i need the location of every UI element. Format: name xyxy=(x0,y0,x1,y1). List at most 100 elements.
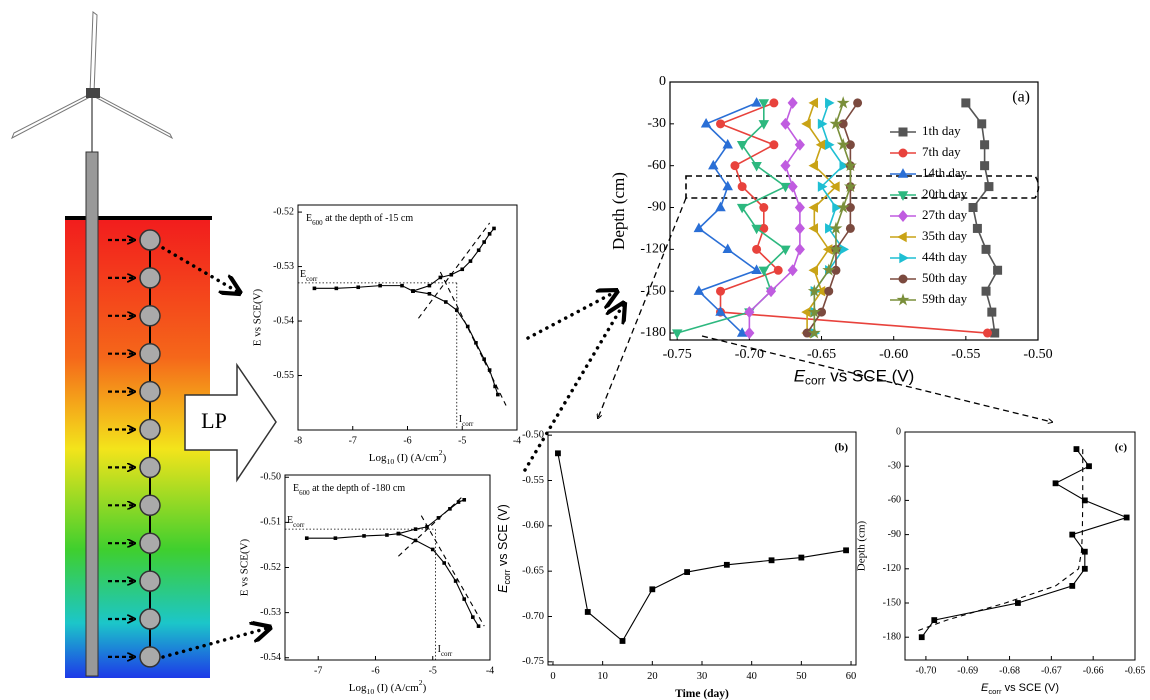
x-axis-label: Log10 (I) (A/cm2) xyxy=(349,678,427,696)
series-line xyxy=(306,533,399,539)
data-point xyxy=(845,223,855,233)
x-axis-label-part: ) xyxy=(443,452,447,464)
data-point xyxy=(801,306,811,318)
data-point xyxy=(825,223,835,234)
data-point xyxy=(413,538,418,543)
data-point xyxy=(765,285,777,298)
legend-label: 7th day xyxy=(922,144,961,159)
x-tick-label: -0.70 xyxy=(915,665,936,676)
ecorr-label-part: corr xyxy=(293,521,305,529)
x-tick-label: -5 xyxy=(429,665,437,676)
data-point xyxy=(462,498,467,502)
x-axis-label-part: 2 xyxy=(439,448,443,457)
y-tick-label: -0.55 xyxy=(522,475,544,486)
data-point xyxy=(780,117,791,130)
series-line xyxy=(806,102,838,334)
data-point xyxy=(413,527,418,531)
sensor xyxy=(139,532,161,554)
data-point xyxy=(853,98,863,108)
x-axis-label: Ecorr vs SCE (V) xyxy=(794,367,915,388)
data-point xyxy=(427,292,432,296)
data-point xyxy=(758,120,770,130)
panel-label: (c) xyxy=(1115,442,1128,454)
lp-label: LP xyxy=(201,408,227,433)
x-axis-label: Ecorr vs SCE (V) xyxy=(981,682,1059,696)
turbine-hub xyxy=(86,88,100,98)
data-point xyxy=(780,159,791,172)
data-point xyxy=(1086,463,1092,470)
y-tick-label: -150 xyxy=(640,283,666,298)
x-tick-label: -0.60 xyxy=(879,347,908,362)
data-point xyxy=(839,160,850,171)
series-line xyxy=(398,499,465,535)
ecorr-label: Ecorr xyxy=(300,269,318,282)
data-point xyxy=(356,285,361,290)
y-tick-label: -0.54 xyxy=(260,652,281,663)
x-axis-label-part: E xyxy=(794,367,806,386)
icorr-label-part: I xyxy=(459,414,462,425)
y-tick-label: 0 xyxy=(659,74,666,89)
data-point xyxy=(378,283,382,288)
data-point xyxy=(808,202,819,213)
y-tick-label: -90 xyxy=(888,529,901,540)
data-point xyxy=(807,326,821,339)
sensor xyxy=(139,570,161,592)
series-line xyxy=(412,228,495,292)
panel-label: (b) xyxy=(835,442,849,454)
y-axis-label-part: vs SCE (V) xyxy=(496,504,510,569)
y-tick-label: 0 xyxy=(896,426,901,437)
chart-title-part: at the depth of -15 cm xyxy=(323,213,414,224)
y-tick-label: -0.55 xyxy=(273,370,294,381)
x-tick-label: 40 xyxy=(746,671,757,682)
pile xyxy=(85,151,99,677)
x-tick-label: 30 xyxy=(697,671,708,682)
x-tick-label: -0.65 xyxy=(1125,665,1146,676)
data-point xyxy=(385,533,389,537)
data-point xyxy=(752,244,762,254)
sensor xyxy=(139,608,161,630)
data-point xyxy=(723,561,730,568)
data-point xyxy=(744,306,755,319)
fit-line xyxy=(915,449,1084,633)
data-point xyxy=(430,547,435,552)
chart-title-part: E xyxy=(293,483,299,494)
y-tick-label: -0.65 xyxy=(522,566,544,577)
data-point xyxy=(1069,583,1076,589)
data-point xyxy=(722,138,733,149)
data-point xyxy=(794,243,805,256)
y-tick-label: -0.70 xyxy=(522,611,544,622)
data-point xyxy=(825,97,835,109)
legend-label: 14th day xyxy=(922,165,968,180)
data-point xyxy=(838,119,848,129)
y-tick-label: -180 xyxy=(640,325,666,340)
y-tick-label: -60 xyxy=(888,495,901,506)
x-tick-label: 60 xyxy=(846,671,857,682)
data-point xyxy=(831,265,841,275)
data-point xyxy=(751,264,762,274)
data-point xyxy=(830,181,840,192)
sensors xyxy=(108,229,161,668)
data-point xyxy=(829,117,843,130)
data-point xyxy=(736,203,748,214)
chart-title-part: E xyxy=(306,213,312,224)
data-point xyxy=(758,266,770,277)
series-line xyxy=(676,102,788,334)
data-point xyxy=(1052,480,1059,487)
data-point xyxy=(444,300,448,304)
data-point xyxy=(1123,514,1130,521)
data-point xyxy=(769,98,779,108)
x-tick-label: 0 xyxy=(550,671,555,682)
chart-title-part: 600 xyxy=(299,489,310,497)
legend-label: 44th day xyxy=(922,249,968,264)
data-point xyxy=(487,232,492,236)
data-point xyxy=(460,267,465,272)
x-tick-label: -4 xyxy=(486,665,494,676)
data-point xyxy=(456,500,461,504)
data-point xyxy=(822,263,836,276)
x-axis-label-part: vs SCE (V) xyxy=(1002,682,1059,694)
data-point xyxy=(899,252,909,264)
data-point xyxy=(769,140,779,150)
data-point xyxy=(722,180,733,191)
legend-label: 27th day xyxy=(922,207,968,222)
data-point xyxy=(482,357,486,361)
